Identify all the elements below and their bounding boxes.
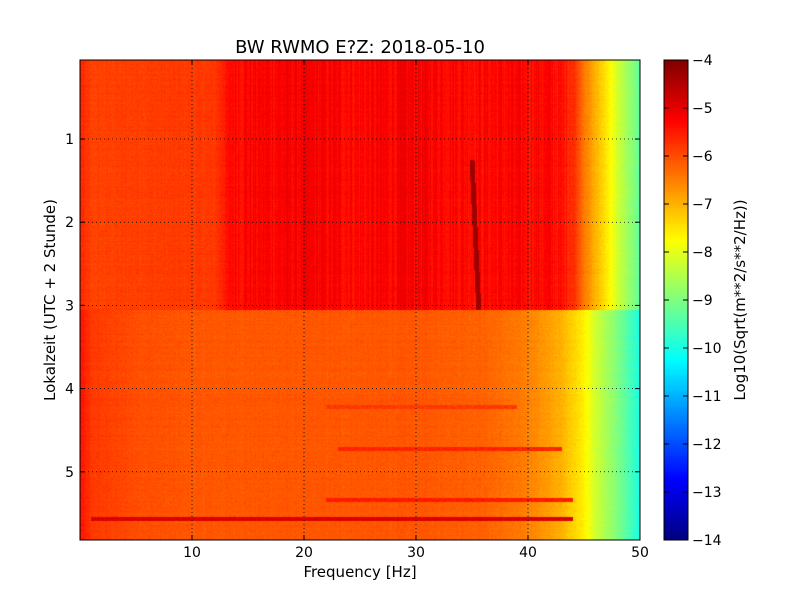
x-tick-label: 30 bbox=[407, 545, 425, 561]
x-tick-label: 20 bbox=[295, 545, 313, 561]
y-tick-label: 1 bbox=[65, 132, 74, 148]
x-tick-label: 50 bbox=[631, 545, 649, 561]
x-tick-label: 10 bbox=[183, 545, 201, 561]
y-axis-label: Lokalzeit (UTC + 2 Stunde) bbox=[41, 199, 59, 401]
colorbar-tick-label: −9 bbox=[692, 293, 713, 309]
x-tick-label: 40 bbox=[519, 545, 537, 561]
colorbar-tick-label: −12 bbox=[692, 437, 722, 453]
plot-area: 10 20 30 40 50 1 2 3 4 5 bbox=[65, 59, 649, 561]
colorbar-tick-label: −14 bbox=[692, 533, 722, 549]
y-axis-ticks: 1 2 3 4 5 bbox=[65, 132, 640, 481]
colorbar-tick-label: −10 bbox=[692, 341, 722, 357]
colorbar-tick-label: −13 bbox=[692, 485, 722, 501]
colorbar-tick-label: −5 bbox=[692, 101, 713, 117]
x-axis-label: Frequency [Hz] bbox=[303, 563, 416, 581]
y-tick-label: 4 bbox=[65, 382, 74, 398]
colorbar-tick-label: −6 bbox=[692, 149, 713, 165]
y-tick-label: 3 bbox=[65, 298, 74, 314]
colorbar-tick-label: −4 bbox=[692, 53, 713, 69]
colorbar-label: Log10(Sqrt(m**2/s**2/Hz)) bbox=[731, 199, 749, 400]
heatmap-image bbox=[80, 60, 640, 540]
grid-lines bbox=[80, 60, 640, 540]
x-axis-ticks: 10 20 30 40 50 bbox=[183, 60, 649, 561]
colorbar-tick-label: −7 bbox=[692, 197, 713, 213]
colorbar-tick-label: −8 bbox=[692, 245, 713, 261]
colorbar-tick-label: −11 bbox=[692, 389, 722, 405]
y-tick-label: 5 bbox=[65, 465, 74, 481]
colorbar-ticks: −4 −5 −6 −7 −8 −9 −10 −11 −12 −13 −14 bbox=[664, 53, 722, 549]
colorbar: −4 −5 −6 −7 −8 −9 −10 −11 −12 −13 −14 bbox=[663, 53, 722, 549]
chart-title: BW RWMO E?Z: 2018-05-10 bbox=[235, 37, 485, 58]
y-tick-label: 2 bbox=[65, 215, 74, 231]
plot-frame bbox=[79, 59, 641, 541]
